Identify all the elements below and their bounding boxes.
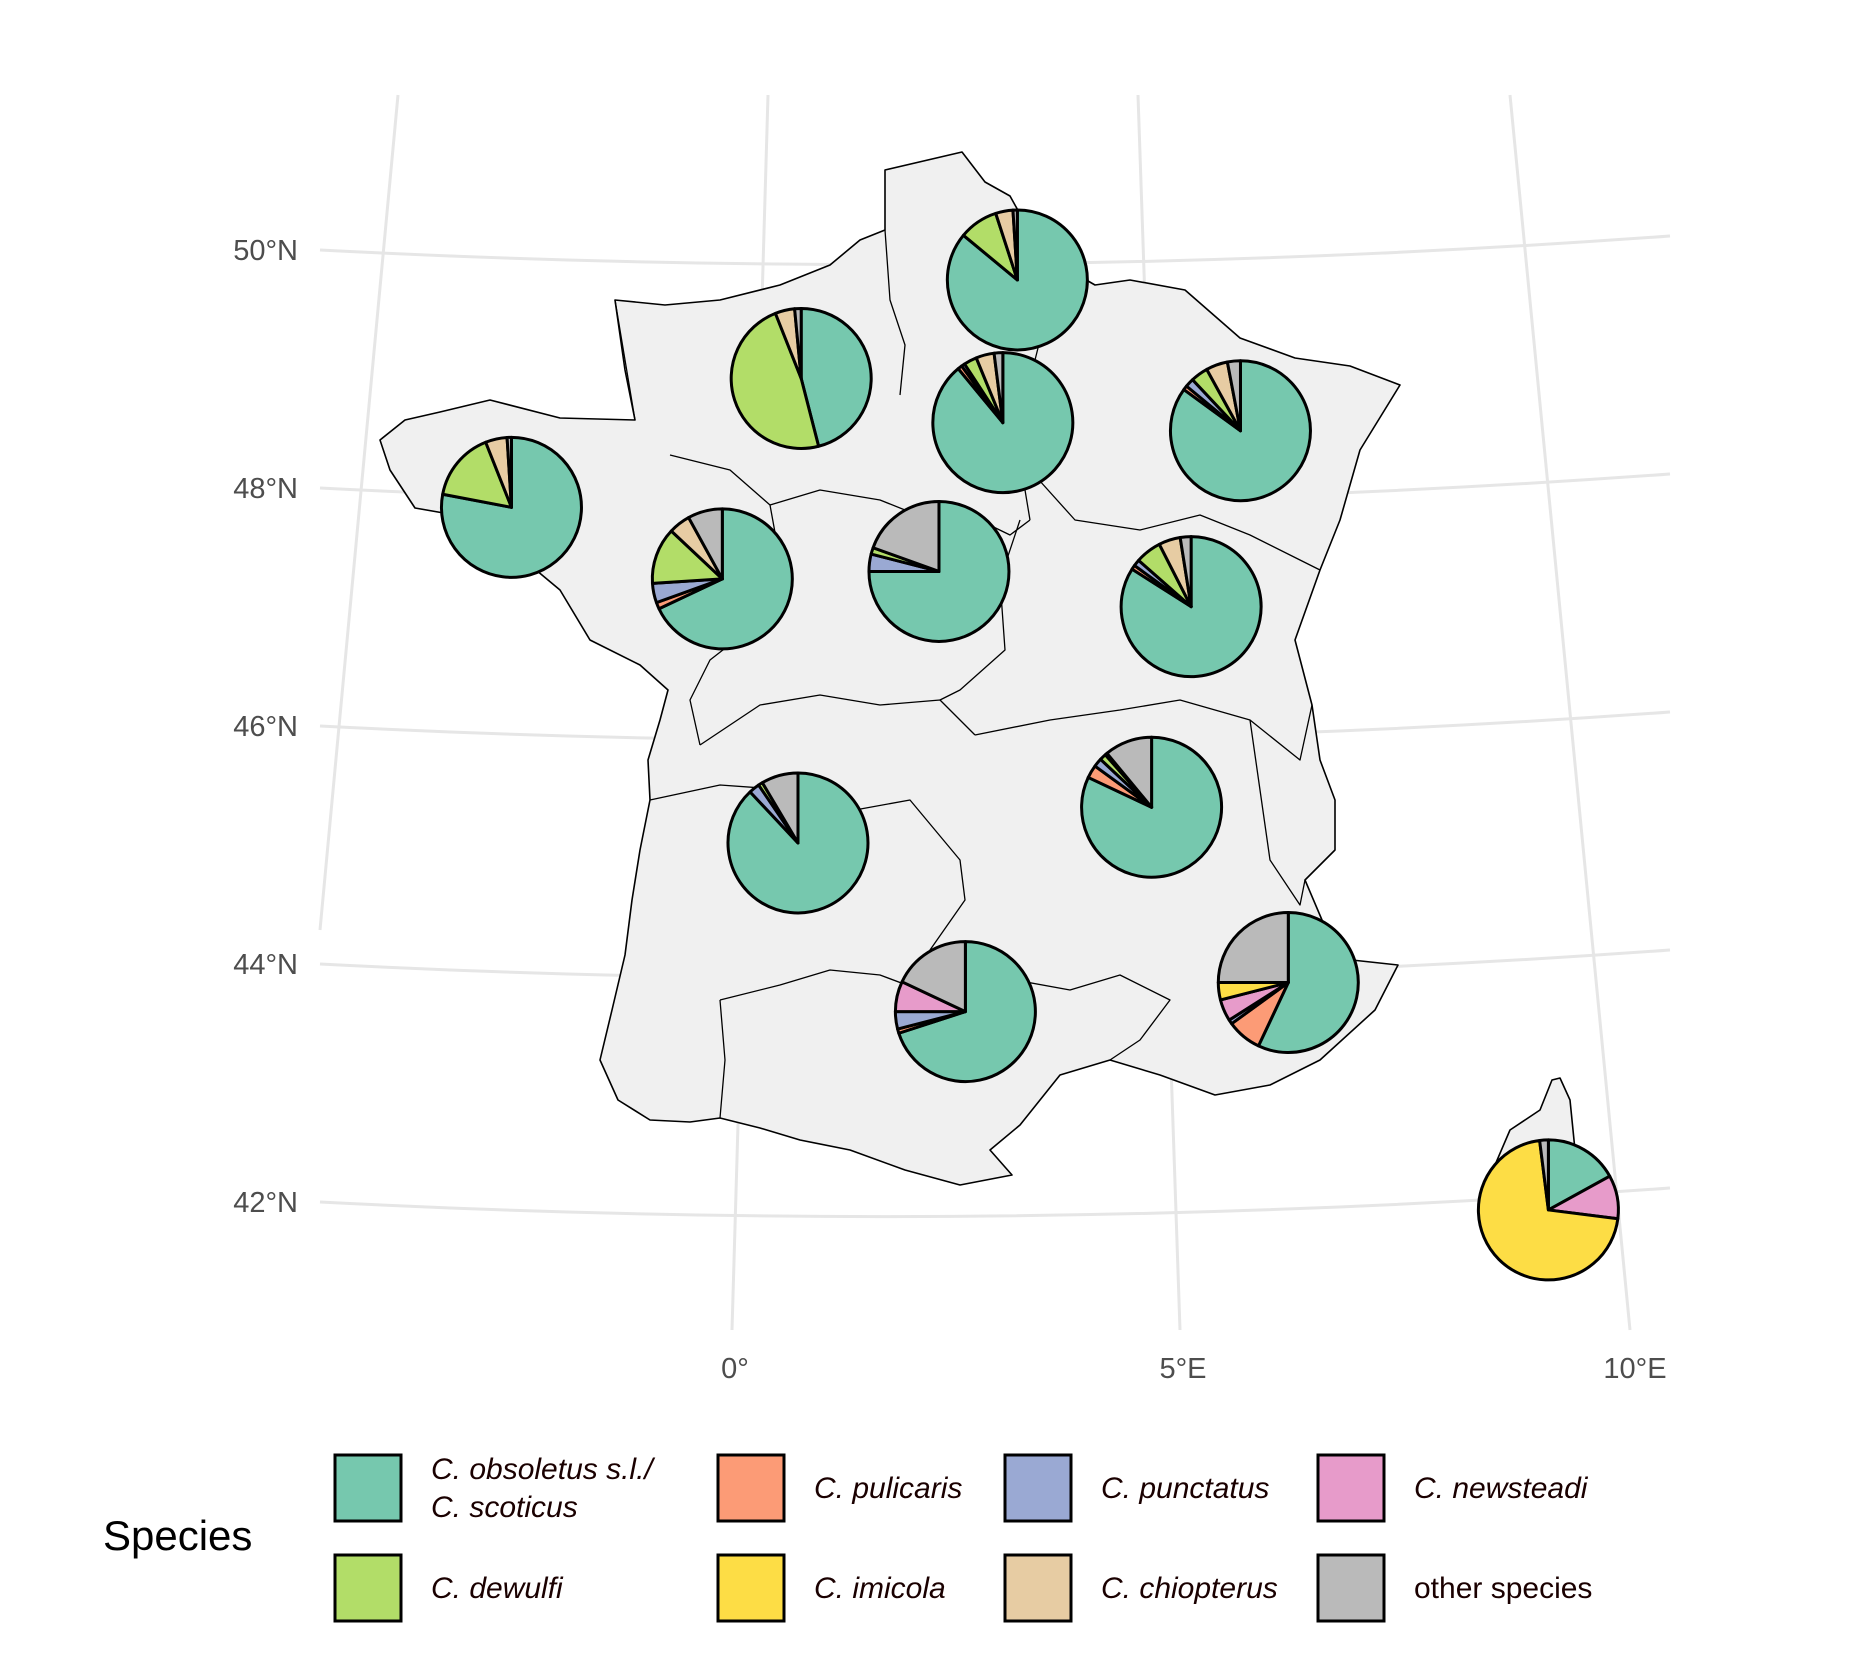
pie-chart-region-3 — [931, 351, 1075, 495]
legend-label: C. pulicaris — [814, 1472, 962, 1505]
legend-title: Species — [103, 1512, 252, 1559]
pie-slice — [799, 306, 873, 448]
pie-slice — [687, 507, 724, 581]
pie-chart-region-6 — [650, 507, 794, 651]
legend-swatch — [1003, 1553, 1073, 1623]
pie-slice — [1546, 1138, 1612, 1212]
pie-chart-region-7 — [867, 499, 1011, 643]
legend-label: C. punctatus — [1101, 1472, 1269, 1505]
pie-slice — [871, 499, 941, 573]
pie-slice — [657, 507, 794, 651]
legend-item: C. imicola — [716, 1553, 946, 1623]
legend-label: C. chiopterus — [1101, 1572, 1278, 1605]
pie-chart-region-8 — [1119, 535, 1263, 679]
legend: Species C. obsoletus s.l./C. scoticusC. … — [103, 1453, 1592, 1623]
pie-slice — [760, 771, 800, 845]
pie-chart-region-5 — [439, 435, 583, 579]
legend-item: C. newsteadi — [1316, 1453, 1589, 1523]
pie-slice — [1538, 1138, 1550, 1212]
legend-label: C. scoticus — [431, 1491, 578, 1524]
legend-item: C. punctatus — [1003, 1453, 1269, 1523]
pie-slice — [900, 940, 967, 1014]
pie-slice — [992, 351, 1005, 425]
pie-charts — [439, 208, 1620, 1282]
legend-label: other species — [1414, 1572, 1592, 1605]
legend-item: other species — [1316, 1553, 1592, 1623]
legend-swatch — [333, 1453, 403, 1523]
pie-slice — [1216, 911, 1290, 985]
pie-slice — [1178, 535, 1193, 609]
pie-slice — [1011, 208, 1019, 282]
legend-swatch — [716, 1453, 786, 1523]
legend-swatch — [1316, 1553, 1386, 1623]
mainland-france — [379, 151, 1401, 1186]
legend-item: C. chiopterus — [1003, 1553, 1278, 1623]
legend-label: C. newsteadi — [1414, 1472, 1589, 1505]
legend-swatch — [1003, 1453, 1073, 1523]
pie-slice — [729, 311, 821, 450]
legend-swatch — [716, 1553, 786, 1623]
lat-label: 50°N — [233, 235, 298, 267]
longitude-labels: 0° 5°E 10°E — [721, 1353, 1666, 1385]
pie-chart-region-4 — [1169, 359, 1312, 503]
pie-chart-region-10 — [1080, 735, 1224, 879]
pie-slice — [1105, 735, 1154, 809]
legend-label: C. obsoletus s.l./ — [431, 1453, 655, 1486]
pie-slice — [897, 940, 1037, 1084]
pie-chart-region-12 — [1216, 911, 1360, 1054]
legend-swatch — [333, 1553, 403, 1623]
lon-label: 0° — [721, 1353, 749, 1385]
pie-chart-region-11 — [893, 940, 1037, 1084]
latitude-labels: 50°N 48°N 46°N 44°N 42°N — [233, 235, 298, 1219]
legend-item: C. dewulfi — [333, 1553, 564, 1623]
pie-slice — [1256, 911, 1360, 1054]
legend-swatch — [1316, 1453, 1386, 1523]
legend-item: C. obsoletus s.l./ C. scoticus — [333, 1453, 655, 1524]
legend-item: C. pulicaris — [716, 1453, 962, 1523]
lat-label: 44°N — [233, 949, 298, 981]
pie-chart-region-2 — [729, 306, 873, 450]
legend-label: C. dewulfi — [431, 1572, 564, 1605]
pie-slice — [793, 306, 803, 380]
pie-slice — [1225, 359, 1242, 433]
pie-slice — [441, 440, 513, 509]
lat-label: 46°N — [233, 711, 298, 743]
pie-chart-region-1 — [945, 208, 1089, 352]
graticule-lat-42 — [319, 1186, 1671, 1219]
pie-chart-region-9 — [726, 771, 870, 915]
lat-label: 42°N — [233, 1187, 298, 1219]
legend-label: C. imicola — [814, 1572, 946, 1605]
pie-chart-region-13 — [1476, 1138, 1620, 1282]
pie-slice — [505, 435, 513, 509]
graticule-lon-10 — [1508, 94, 1632, 1331]
lat-label: 48°N — [233, 473, 298, 505]
lon-label: 10°E — [1603, 1353, 1666, 1385]
graticule-lon-m4 — [318, 94, 400, 931]
lon-label: 5°E — [1159, 1353, 1206, 1385]
